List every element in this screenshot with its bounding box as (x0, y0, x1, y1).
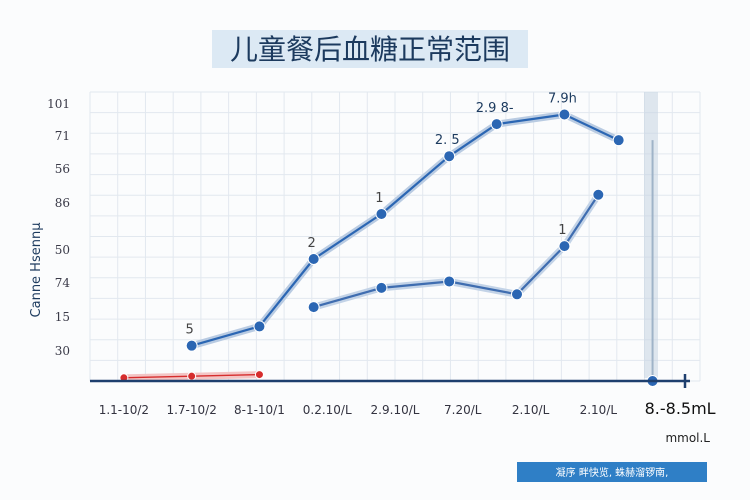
data-point-upper (612, 134, 625, 147)
data-point-upper (375, 208, 388, 221)
data-label: 2 (308, 236, 316, 251)
footnote-bar (517, 462, 707, 482)
x-tick-label: 2.10/L (512, 403, 550, 417)
x-tick-label: 8.-8.5mL (645, 399, 716, 418)
series-line-upper (190, 113, 620, 347)
y-axis-label: Canne Hsennµ (29, 223, 44, 318)
data-label: 7.9h (548, 91, 577, 106)
data-point-upper (443, 150, 456, 163)
data-point-red (254, 370, 264, 380)
y-tick-label: 15 (55, 310, 70, 324)
data-label: 2.9 8- (476, 101, 514, 116)
x-axis-unit: mmol.L (665, 431, 710, 445)
series-line-lower (312, 193, 600, 309)
y-tick-label: 74 (55, 276, 71, 290)
series-halo (310, 191, 602, 311)
data-point-lower (511, 288, 523, 301)
x-tick-label: 1.1-10/2 (99, 403, 149, 417)
chart-title: 儿童餐后血糖正常范围 (230, 33, 510, 66)
y-tick-label: 86 (55, 196, 70, 210)
data-point-upper (490, 118, 503, 131)
x-tick-label: 7.20/L (444, 403, 482, 417)
data-point-lower (592, 188, 605, 201)
data-point-upper (307, 252, 320, 265)
data-point-red (187, 371, 197, 381)
x-tick-label: 0.2.10/L (303, 403, 352, 417)
series-layer: 5 2 1 2. 5 2.9 8- 7.9h 1 (119, 91, 659, 387)
data-label: 5 (186, 323, 194, 338)
data-point-upper (185, 339, 198, 352)
title-background (212, 30, 528, 68)
data-point-lower (558, 240, 571, 253)
x-tick-label: 2.10/L (580, 403, 618, 417)
x-tick-labels: 1.1-10/2 1.7-10/2 8-1-10/1 0.2.10/L 2.9.10/L… (99, 399, 716, 418)
highlight-band (644, 92, 658, 378)
data-point-lower (307, 301, 320, 314)
x-tick-label: 8-1-10/1 (234, 403, 285, 417)
y-tick-labels: 101 71 56 86 50 74 15 30 (47, 97, 70, 358)
data-label: 2. 5 (435, 133, 460, 148)
y-tick-label: 101 (47, 97, 70, 111)
series-halo (188, 111, 623, 350)
data-point-lower (375, 281, 388, 294)
y-tick-label: 56 (55, 162, 70, 176)
x-tick-label: 1.7-10/2 (166, 403, 216, 417)
y-tick-label: 71 (55, 129, 70, 143)
data-label: 1 (558, 223, 566, 238)
x-tick-label: 2.9.10/L (371, 403, 420, 417)
data-label: 1 (375, 191, 383, 206)
y-tick-label: 50 (55, 243, 70, 257)
footnote-text: 凝序 畔快览, 蛛赫溜锣南, (556, 466, 669, 479)
data-point-upper (558, 108, 571, 121)
data-point-lower (443, 275, 456, 288)
y-tick-label: 30 (55, 344, 70, 358)
data-point-upper (253, 320, 266, 333)
